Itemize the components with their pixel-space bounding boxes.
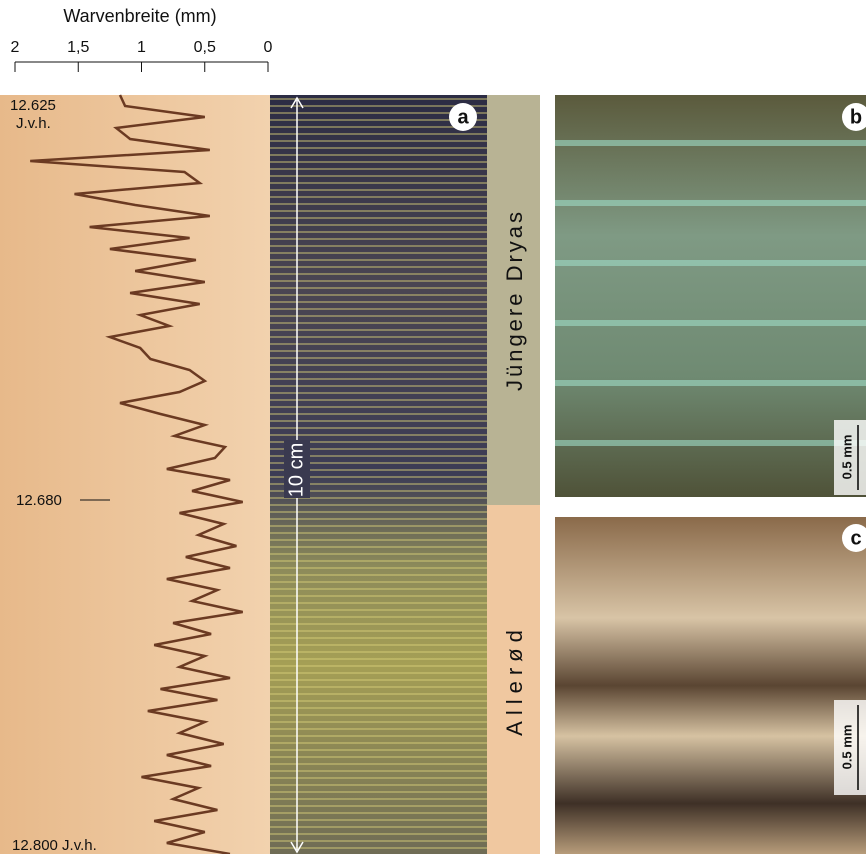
scale-label: 0.5 mm [839, 725, 854, 770]
x-tick-label: 1 [137, 39, 146, 56]
scale-label: 10 cm [285, 443, 307, 497]
x-tick-label: 2 [11, 39, 20, 56]
annotation: J.v.h. [16, 115, 51, 132]
panel-label: b [850, 106, 862, 128]
photo-b-bands [555, 95, 866, 497]
x-tick-label: 0 [264, 39, 273, 56]
plot-background [0, 95, 270, 854]
zone-label: Allerød [502, 624, 527, 736]
x-tick-label: 0,5 [194, 39, 216, 56]
annotation: 12.680 [16, 492, 62, 509]
scale-c: 0.5 mm [834, 700, 866, 795]
panel-label: c [850, 527, 861, 549]
annotation: 12.625 [10, 97, 56, 114]
annotation: 12.800 J.v.h. [12, 837, 97, 854]
x-tick-label: 1,5 [67, 39, 89, 56]
scale-b: 0.5 mm [834, 420, 866, 495]
panel-label: a [457, 106, 469, 128]
plot [0, 95, 270, 854]
x-axis-label: Warvenbreite (mm) [63, 6, 216, 26]
scale-label: 0.5 mm [839, 435, 854, 480]
zone-label: Jüngere Dryas [502, 209, 527, 391]
figure: Jüngere Dryas Allerød 10 cm 0.5 mm 0.5 m… [0, 0, 866, 854]
photo-c [555, 517, 866, 854]
